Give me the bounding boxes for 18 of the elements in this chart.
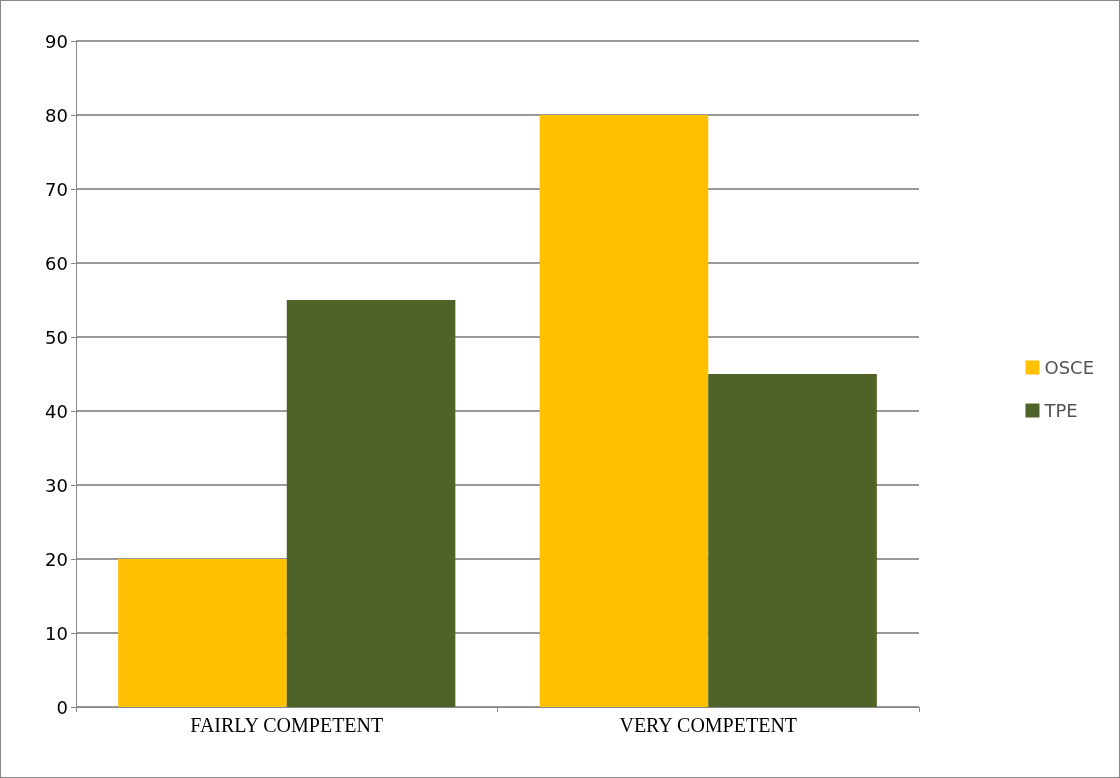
y-tick-label: 60 — [45, 252, 68, 274]
y-tick-label: 70 — [45, 178, 68, 200]
x-tick-label: FAIRLY COMPETENT — [190, 714, 384, 736]
x-tick-label: VERY COMPETENT — [619, 714, 798, 736]
bar — [286, 300, 456, 707]
y-tick-label: 40 — [45, 400, 68, 422]
bar — [118, 559, 287, 707]
y-tick-label: 50 — [45, 326, 68, 348]
legend-label: TPE — [1043, 400, 1078, 421]
legend-label: OSCE — [1044, 357, 1095, 378]
y-tick-label: 0 — [56, 696, 68, 718]
y-tick-label: 90 — [45, 30, 68, 52]
y-tick-label: 20 — [45, 548, 68, 570]
y-tick-label: 80 — [45, 104, 68, 126]
y-tick-label: 10 — [45, 622, 68, 644]
bar — [539, 115, 709, 707]
bar — [708, 374, 877, 707]
y-tick-label: 30 — [45, 474, 68, 496]
